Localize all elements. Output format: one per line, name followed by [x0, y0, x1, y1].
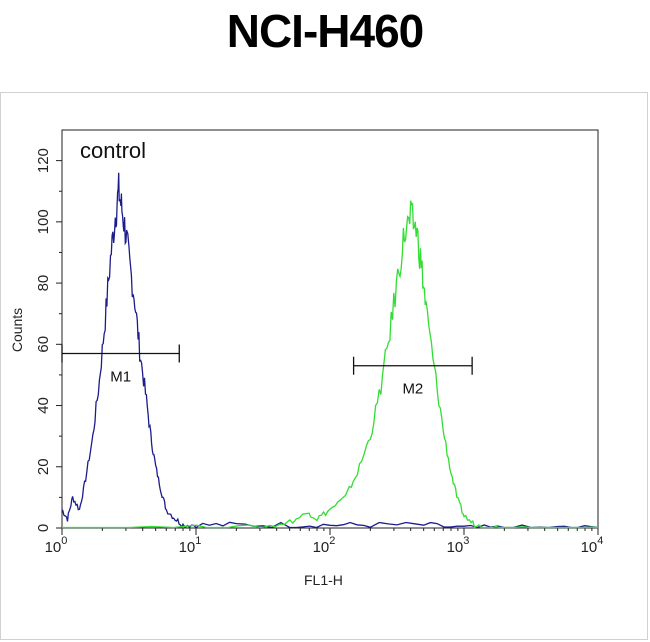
y-tick-label: 0: [35, 524, 52, 532]
x-tick-label: 101: [179, 535, 202, 556]
y-tick-label: 40: [35, 397, 52, 414]
chart-title: NCI-H460: [226, 5, 425, 57]
x-tick-label: 103: [447, 535, 470, 556]
x-axis-label: FL1-H: [304, 572, 343, 588]
x-tick-label: 100: [45, 535, 68, 556]
series-line-2: [62, 200, 599, 529]
y-tick-label: 60: [35, 336, 52, 353]
m2-marker-label: M2: [402, 381, 423, 398]
y-tick-label: 120: [35, 148, 52, 173]
x-tick-label: 104: [581, 535, 604, 556]
control-annotation: control: [80, 138, 146, 163]
chart-frame: [0, 92, 648, 640]
y-tick-label: 100: [35, 209, 52, 234]
y-tick-label: 80: [35, 275, 52, 292]
series-line-1: [61, 172, 599, 529]
m1-marker-label: M1: [110, 368, 131, 385]
plot-area: [61, 129, 599, 529]
x-tick-label: 102: [313, 535, 336, 556]
y-axis-label: Counts: [9, 308, 25, 352]
y-tick-label: 20: [35, 458, 52, 475]
